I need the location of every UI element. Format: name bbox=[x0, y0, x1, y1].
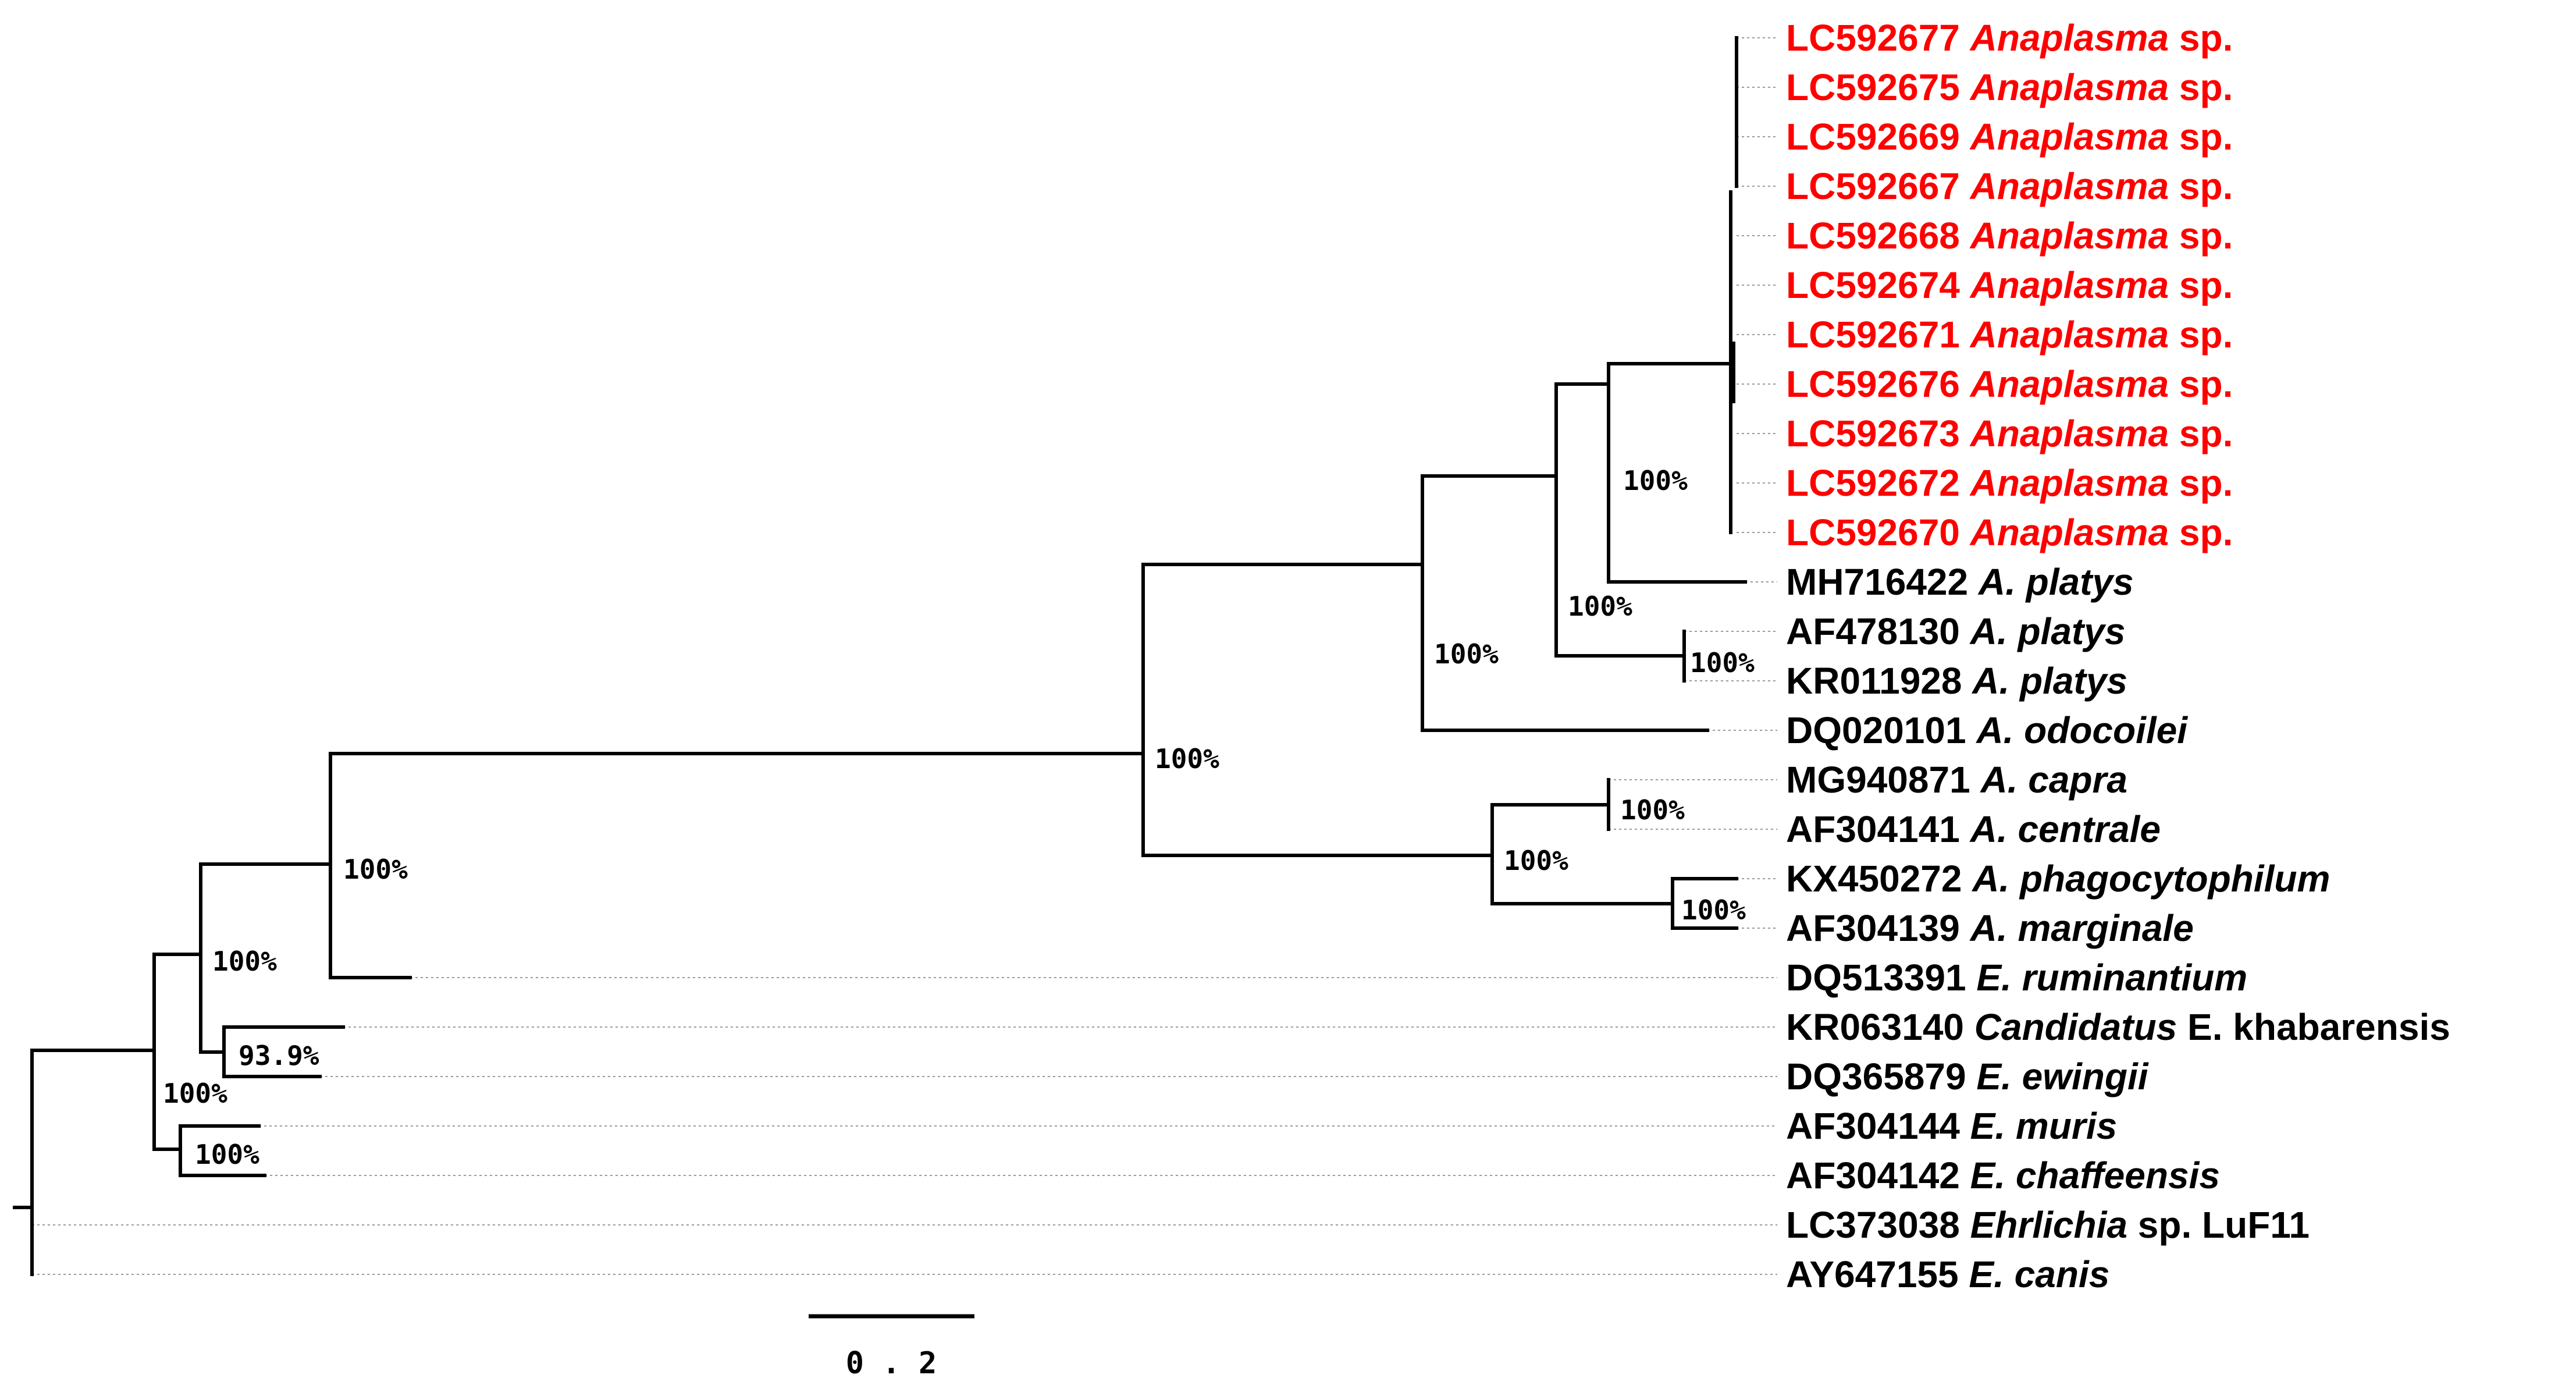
leaf-label: KR063140 Candidatus E. khabarensis bbox=[1786, 1006, 2450, 1048]
leaf-label: LC592677 Anaplasma sp. bbox=[1786, 17, 2233, 59]
leaf-label: AF304139 A. marginale bbox=[1786, 907, 2194, 949]
leaf-label: LC592672 Anaplasma sp. bbox=[1786, 462, 2233, 504]
leaf-label: KR011928 A. platys bbox=[1786, 660, 2127, 702]
bootstrap-label: 100% bbox=[1568, 591, 1632, 622]
bootstrap-label: 100% bbox=[1155, 743, 1219, 775]
leaf-label: LC592675 Anaplasma sp. bbox=[1786, 66, 2233, 108]
leaf-label: LC592673 Anaplasma sp. bbox=[1786, 413, 2233, 454]
bootstrap-values: 100% 100% 100% 100% 100% 100% 100% 100% … bbox=[163, 465, 1755, 1170]
leaf-label: AF304144 E. muris bbox=[1786, 1105, 2117, 1147]
bootstrap-label: 100% bbox=[1690, 647, 1755, 678]
bootstrap-label: 100% bbox=[1681, 894, 1746, 926]
leaf-label: LC592676 Anaplasma sp. bbox=[1786, 363, 2233, 405]
leaf-label: LC592669 Anaplasma sp. bbox=[1786, 116, 2233, 158]
bootstrap-label: 100% bbox=[1620, 794, 1685, 826]
tree-branches bbox=[13, 36, 1747, 1276]
bootstrap-label: 100% bbox=[163, 1078, 227, 1109]
bootstrap-label: 100% bbox=[212, 946, 277, 977]
leaf-label: AY647155 E. canis bbox=[1786, 1253, 2109, 1295]
leaf-label: MH716422 A. platys bbox=[1786, 561, 2134, 603]
leaf-label: LC373038 Ehrlichia sp. LuF11 bbox=[1786, 1204, 2310, 1246]
leaf-label: AF304142 E. chaffeensis bbox=[1786, 1154, 2220, 1196]
leaf-label: DQ513391 E. ruminantium bbox=[1786, 957, 2247, 999]
leaf-label: AF304141 A. centrale bbox=[1786, 808, 2161, 850]
leaf-labels: LC592677 Anaplasma sp. LC592675 Anaplasm… bbox=[1786, 17, 2450, 1295]
leaf-label: LC592671 Anaplasma sp. bbox=[1786, 314, 2233, 356]
leaf-label: LC592667 Anaplasma sp. bbox=[1786, 165, 2233, 207]
bootstrap-label: 93.9% bbox=[239, 1040, 319, 1071]
bootstrap-label: 100% bbox=[195, 1139, 259, 1170]
bootstrap-label: 100% bbox=[1504, 845, 1568, 876]
leaf-label: DQ365879 E. ewingii bbox=[1786, 1056, 2149, 1097]
bootstrap-label: 100% bbox=[343, 854, 408, 885]
leaf-label: KX450272 A. phagocytophilum bbox=[1786, 858, 2330, 900]
tip-guide-lines bbox=[32, 37, 1777, 1275]
leaf-label: LC592674 Anaplasma sp. bbox=[1786, 264, 2233, 306]
leaf-label: DQ020101 A. odocoilei bbox=[1786, 709, 2188, 751]
bootstrap-label: 100% bbox=[1434, 638, 1499, 670]
leaf-label: LC592668 Anaplasma sp. bbox=[1786, 215, 2233, 257]
bootstrap-label: 100% bbox=[1623, 465, 1688, 496]
scale-bar: 0 . 2 bbox=[809, 1314, 974, 1381]
scale-bar-label: 0 . 2 bbox=[846, 1346, 937, 1381]
leaf-label: AF478130 A. platys bbox=[1786, 610, 2125, 652]
leaf-label: MG940871 A. capra bbox=[1786, 759, 2127, 801]
leaf-label: LC592670 Anaplasma sp. bbox=[1786, 511, 2233, 553]
